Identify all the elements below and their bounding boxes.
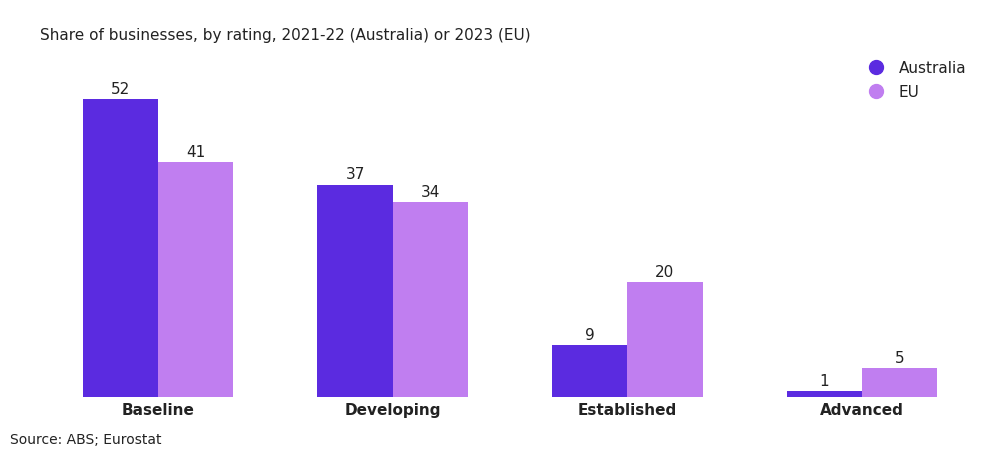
Text: 41: 41 — [186, 144, 205, 159]
Text: 37: 37 — [345, 167, 365, 182]
Legend: Australia, EU: Australia, EU — [854, 55, 972, 106]
Text: 5: 5 — [895, 350, 905, 365]
Text: 9: 9 — [585, 327, 595, 342]
Bar — [552, 345, 627, 397]
Text: 20: 20 — [655, 264, 675, 279]
Text: 52: 52 — [111, 82, 130, 97]
Text: 1: 1 — [820, 373, 829, 388]
Text: Source: ABS; Eurostat: Source: ABS; Eurostat — [10, 433, 162, 446]
Bar — [317, 185, 393, 397]
Bar — [393, 202, 468, 397]
Bar — [83, 100, 158, 397]
Text: Share of businesses, by rating, 2021-22 (Australia) or 2023 (EU): Share of businesses, by rating, 2021-22 … — [40, 28, 531, 43]
Bar — [787, 391, 862, 397]
Text: 34: 34 — [420, 184, 440, 199]
Bar — [158, 163, 233, 397]
Bar — [627, 283, 703, 397]
Bar — [862, 368, 937, 397]
